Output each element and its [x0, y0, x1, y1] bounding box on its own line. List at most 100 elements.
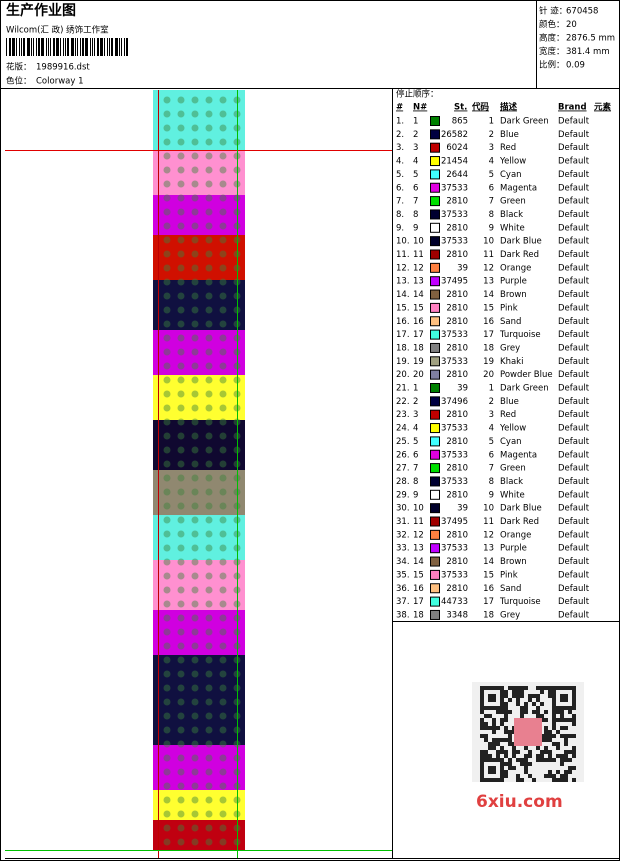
stitch-dot [219, 572, 227, 580]
stitch-dot [219, 474, 227, 482]
qr-module [508, 758, 512, 762]
qr-module [488, 754, 492, 758]
brand: Default [558, 570, 590, 580]
bar-stripe [46, 38, 47, 56]
brand: Default [558, 530, 590, 540]
stitch-dot [191, 334, 199, 342]
qr-module [556, 686, 560, 690]
qr-module [520, 686, 524, 690]
brand: Default [558, 170, 590, 180]
qr-module [504, 750, 508, 754]
stitch-dot [205, 474, 213, 482]
row-index: 34. [396, 557, 410, 567]
color-name: Dark Blue [500, 237, 542, 247]
bar-stripe [121, 38, 122, 56]
stitches: 865 [452, 117, 468, 127]
stitch-dot [205, 208, 213, 216]
color-swatch [430, 182, 440, 193]
qr-module [560, 710, 564, 714]
qr-module [536, 698, 540, 702]
needle: 16 [413, 317, 424, 327]
brand: Default [558, 303, 590, 313]
color-swatch [430, 583, 440, 594]
stitch-band [153, 515, 245, 560]
stitch-dot [205, 362, 213, 370]
row-index: 12. [396, 263, 410, 273]
qr-module [540, 690, 544, 694]
stitch-dot [219, 404, 227, 412]
stitch-dot [177, 754, 185, 762]
qr-module [556, 746, 560, 750]
row-index: 27. [396, 464, 410, 474]
stitch-dot [205, 670, 213, 678]
stitch-dot [219, 684, 227, 692]
bar-stripe [94, 38, 95, 56]
stitch-dot [219, 656, 227, 664]
qr-module [568, 706, 572, 710]
color-swatch [430, 196, 440, 207]
row-index: 8. [396, 210, 404, 220]
stitches: 2810 [446, 464, 468, 474]
stitches: 37533 [441, 544, 468, 554]
stat-value: 0.09 [566, 61, 585, 71]
needle: 18 [413, 343, 424, 353]
color-name: Dark Blue [500, 504, 542, 514]
stitch-dot [219, 334, 227, 342]
stitch-dot [205, 586, 213, 594]
stitches: 2810 [446, 410, 468, 420]
qr-module [528, 762, 532, 766]
bar-stripe [124, 38, 125, 56]
row-index: 15. [396, 303, 410, 313]
stitch-dot [191, 698, 199, 706]
brand: Default [558, 437, 590, 447]
code: 9 [489, 490, 494, 500]
stitch-dot [177, 418, 185, 426]
stitch-dot [205, 96, 213, 104]
qr-module [484, 706, 488, 710]
color-swatch [430, 156, 440, 167]
bar-stripe [53, 38, 55, 56]
qr-logo [514, 718, 542, 746]
qr-module [540, 686, 544, 690]
stitch-dot [163, 460, 171, 468]
bar-stripe [92, 38, 93, 56]
brand: Default [558, 450, 590, 460]
stitch-dot [191, 642, 199, 650]
stitch-dot [163, 474, 171, 482]
stitch-band [153, 655, 245, 745]
qr-module [548, 686, 552, 690]
code: 3 [489, 143, 494, 153]
row-index: 35. [396, 570, 410, 580]
qr-module [540, 750, 544, 754]
qr-module [560, 734, 564, 738]
qr-module [528, 694, 532, 698]
row-index: 16. [396, 317, 410, 327]
qr-module [504, 738, 508, 742]
stitch-dot [163, 600, 171, 608]
stitch-dot [163, 838, 171, 846]
stitches: 2810 [446, 530, 468, 540]
stitch-dot [205, 698, 213, 706]
color-name: Black [500, 210, 523, 220]
stat-label: 针 迹： [539, 6, 567, 17]
stitch-band [153, 610, 245, 655]
needle: 3 [413, 143, 418, 153]
code: 4 [489, 157, 494, 167]
stitch-dot [219, 810, 227, 818]
stitch-dot [219, 278, 227, 286]
qr-module [504, 710, 508, 714]
color-name: White [500, 490, 525, 500]
qr-module [516, 778, 520, 782]
qr-module [488, 766, 492, 770]
bar-stripe [71, 38, 74, 56]
qr-module [532, 710, 536, 714]
qr-module [500, 774, 504, 778]
stitch-dot [163, 334, 171, 342]
stitch-dot [219, 348, 227, 356]
qr-module [504, 754, 508, 758]
qr-module [520, 690, 524, 694]
stitch-dot [163, 628, 171, 636]
code: 7 [489, 197, 494, 207]
